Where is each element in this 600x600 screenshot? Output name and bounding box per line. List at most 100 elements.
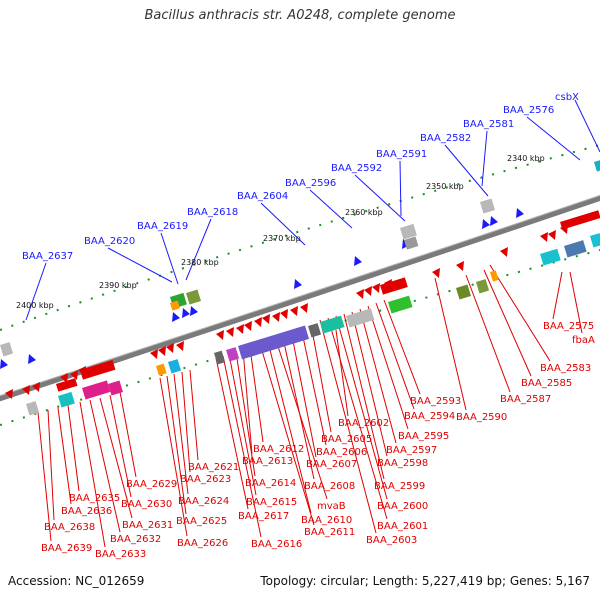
gene-label: BAA_2575 [543, 321, 594, 332]
gene-block [214, 350, 226, 365]
gene-label: BAA_2635 [69, 493, 120, 504]
callout-line [159, 377, 188, 537]
callout-line [47, 409, 55, 521]
reverse-gene-arrow [294, 279, 302, 289]
callout-line [37, 411, 52, 542]
gene-label: BAA_2632 [110, 534, 161, 545]
gene-label: mvaB [317, 501, 346, 512]
forward-gene-arrow [166, 343, 174, 353]
callout-line [282, 337, 315, 480]
forward-gene-arrow [32, 382, 40, 392]
callout-line [434, 277, 467, 411]
gene-label: BAA_2624 [178, 496, 229, 507]
gene-label: BAA_2598 [377, 458, 428, 469]
gene-block [540, 248, 561, 266]
callout-line [189, 369, 199, 461]
gene-block [399, 223, 417, 240]
gene-label: BAA_2611 [304, 527, 355, 538]
reverse-gene-arrow [516, 208, 524, 218]
callout-line [489, 264, 551, 362]
callout-line [235, 351, 256, 477]
gene-label: BAA_2587 [500, 394, 551, 405]
tick-label: 2380 kbp [181, 258, 219, 267]
gene-label: fbaA [572, 335, 595, 346]
gene-label: BAA_2625 [176, 516, 227, 527]
gene-label: BAA_2591 [376, 149, 427, 160]
forward-gene-arrow [22, 385, 30, 395]
forward-gene-block [56, 378, 78, 392]
gene-label: csbX [555, 92, 579, 103]
gene-label: BAA_2582 [420, 133, 471, 144]
gene-block [594, 159, 600, 172]
gene-label: BAA_2615 [246, 497, 297, 508]
gene-label: BAA_2590 [456, 412, 507, 423]
gene-label: BAA_2602 [338, 418, 389, 429]
forward-gene-arrow [244, 321, 252, 331]
forward-gene-arrow [540, 232, 548, 242]
label-callouts [25, 99, 600, 548]
gene-label: BAA_2597 [386, 445, 437, 456]
gene-label: BAA_2636 [61, 506, 112, 517]
callout-line [249, 347, 264, 443]
gene-label: BAA_2638 [44, 522, 95, 533]
gene-label: BAA_2623 [180, 474, 231, 485]
callout-line [309, 189, 353, 229]
forward-gene-arrow [254, 317, 262, 327]
forward-gene-arrow [5, 389, 13, 399]
tick-label: 2390 kbp [99, 281, 137, 290]
callout-line [569, 271, 583, 334]
callout-line [367, 305, 409, 430]
gene-label: BAA_2613 [242, 456, 293, 467]
callout-line [242, 349, 253, 455]
gene-label: BAA_2620 [84, 236, 135, 247]
map-title: Bacillus anthracis str. A0248, complete … [144, 8, 456, 23]
forward-gene-arrow [300, 303, 308, 313]
callout-line [311, 329, 332, 433]
forward-gene-arrow [216, 330, 224, 340]
reverse-gene-arrow [0, 359, 8, 369]
reverse-gene-arrow [190, 306, 198, 316]
callout-line [291, 335, 317, 458]
callout-line [481, 130, 488, 187]
reverse-gene-arrow [482, 219, 490, 229]
callout-line [25, 262, 47, 321]
callout-line [327, 317, 388, 520]
gene-label: BAA_2604 [237, 191, 288, 202]
forward-gene-arrow [548, 230, 556, 240]
gene-label: BAA_2619 [137, 221, 188, 232]
gene-block [168, 359, 182, 374]
forward-gene-arrow [70, 370, 78, 380]
callout-line [275, 339, 328, 500]
accession-text: Accession: NC_012659 [8, 574, 145, 588]
gene-label: BAA_2576 [503, 105, 554, 116]
gene-label: BAA_2610 [301, 515, 352, 526]
gene-label: BAA_2637 [22, 251, 73, 262]
callout-line [574, 99, 600, 153]
callout-line [99, 397, 133, 519]
callout-line [399, 160, 402, 217]
gene-block [82, 380, 111, 400]
callout-line [267, 341, 312, 514]
gene-label: BAA_2639 [41, 543, 92, 554]
gene-block [590, 233, 600, 248]
genome-stats-text: Topology: circular; Length: 5,227,419 bp… [260, 574, 590, 588]
gene-label: BAA_2600 [377, 501, 428, 512]
tick-label: 2400 kbp [16, 301, 54, 310]
gene-block [490, 270, 499, 282]
gene-block [108, 380, 123, 396]
callout-line [166, 375, 187, 515]
gene-block [404, 236, 419, 250]
gene-block [186, 289, 201, 305]
forward-gene-block [380, 277, 408, 295]
callout-line [465, 274, 511, 393]
callout-line [228, 353, 257, 496]
gene-label: BAA_2626 [177, 538, 228, 549]
gene-label: BAA_2621 [188, 462, 239, 473]
callout-line [79, 401, 106, 548]
tick-label: 2370 kbp [263, 234, 301, 243]
gene-block [226, 347, 240, 362]
callout-line [67, 404, 80, 492]
gene-block [564, 240, 587, 258]
callout-line [259, 343, 315, 526]
